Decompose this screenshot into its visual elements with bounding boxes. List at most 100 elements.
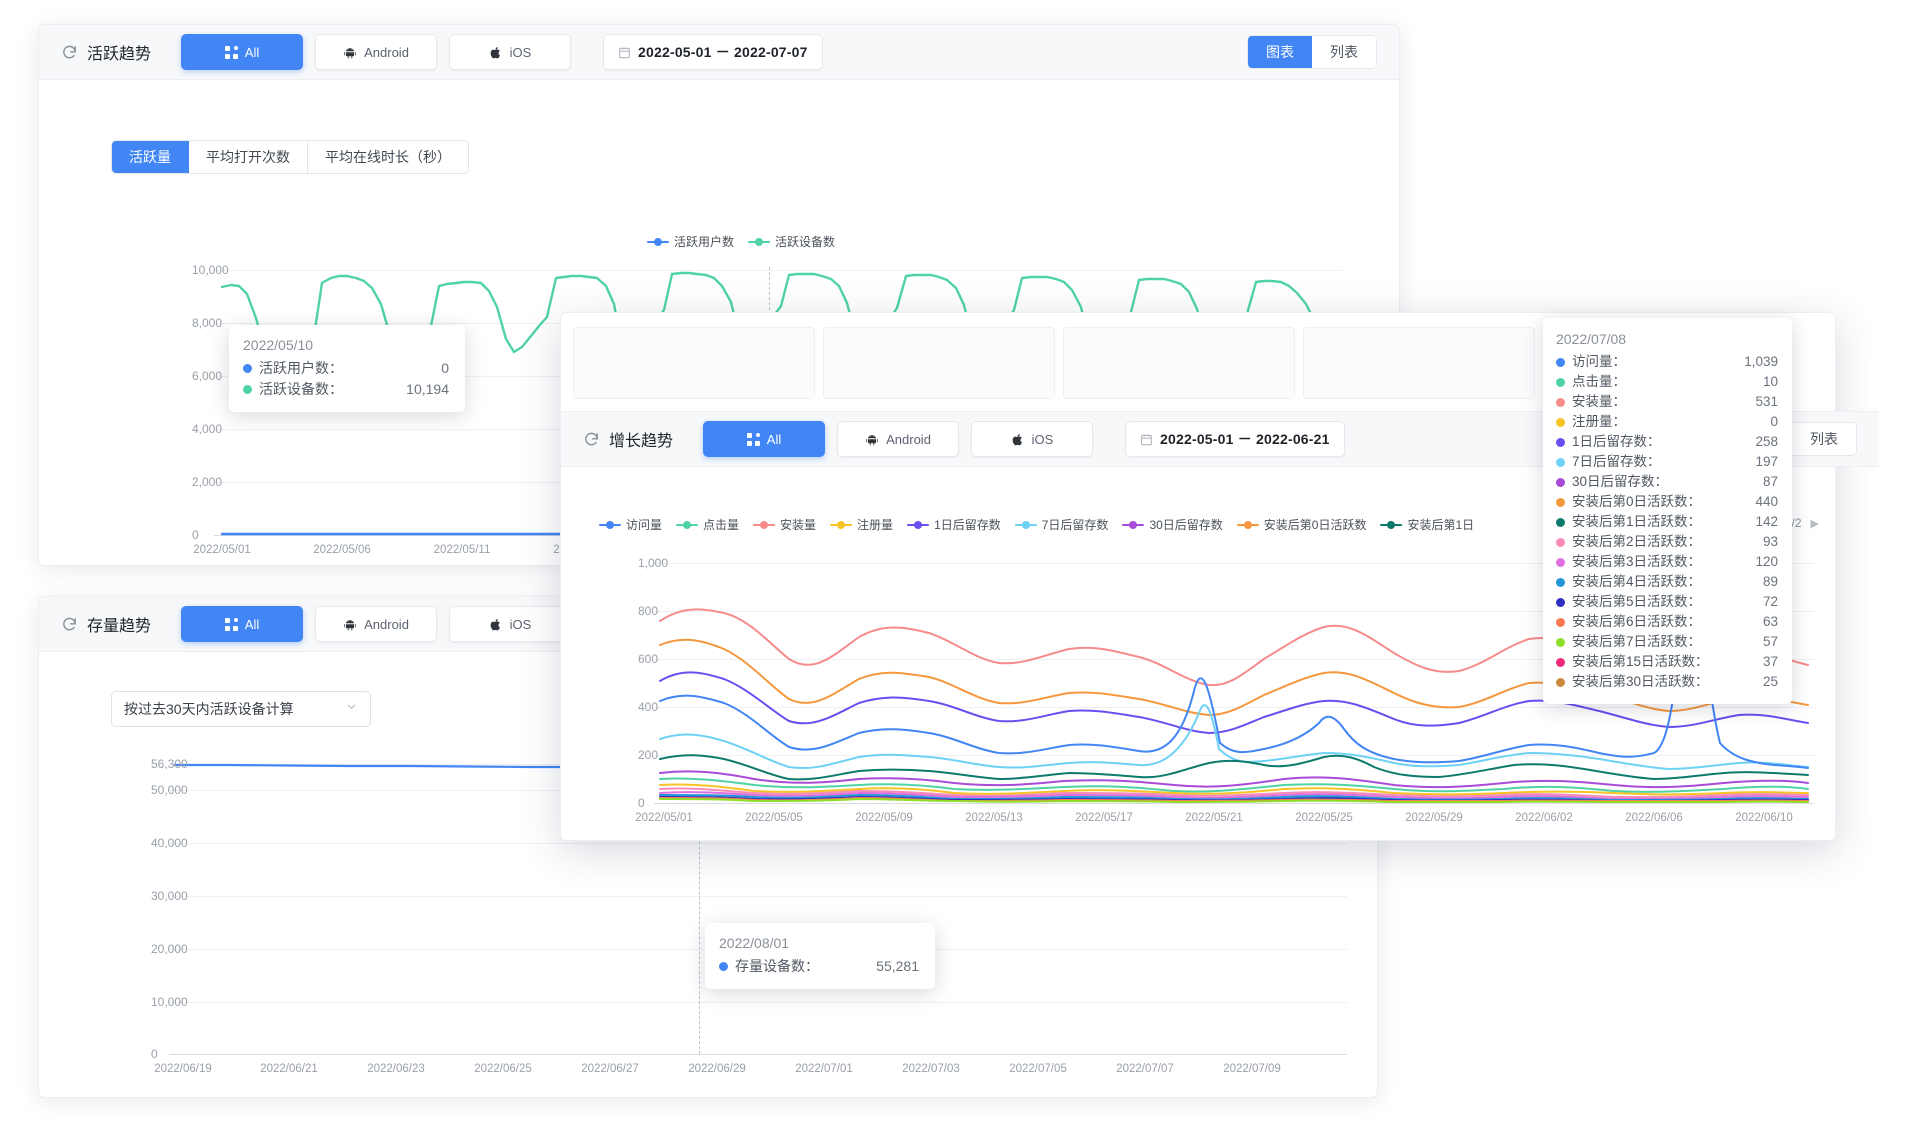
gridline <box>214 270 1342 271</box>
legend-marker-icon <box>1236 520 1259 530</box>
growth-trend-date-text: 2022-05-01 － 2022-06-21 <box>1160 431 1330 447</box>
legend-label: 安装后第1日 <box>1407 518 1475 532</box>
platform-ios-button[interactable]: iOS <box>449 606 572 642</box>
series-swatch-icon <box>1556 417 1565 427</box>
growth-trend-platform-group: All Android iOS <box>703 421 1094 457</box>
tooltip-row: 30日后留存数： 87 <box>1556 472 1778 492</box>
tooltip-date: 2022/08/01 <box>719 935 790 951</box>
calc-mode-select[interactable]: 按过去30天内活跃设备计算 <box>111 691 371 727</box>
stock-trend-title-group: 存量趋势 <box>61 612 151 636</box>
grid-icon <box>224 617 238 631</box>
platform-android-button[interactable]: Android <box>315 34 438 70</box>
x-tick-label: 2022/06/25 <box>474 1063 532 1075</box>
legend-marker-icon <box>647 237 669 247</box>
x-axis-line <box>654 803 1814 804</box>
tooltip-row-name: 安装后第7日活跃数： <box>1572 634 1702 649</box>
refresh-icon[interactable] <box>61 616 78 633</box>
tooltip-row-value: 0 <box>1770 414 1778 429</box>
refresh-icon[interactable] <box>61 44 78 61</box>
platform-all-label: All <box>244 616 260 632</box>
growth-trend-series-svg <box>659 599 1809 803</box>
tooltip-row-value: 63 <box>1762 614 1778 629</box>
active-trend-legend: 活跃用户数 活跃设备数 <box>647 233 835 250</box>
view-chart-button[interactable]: 图表 <box>1248 36 1312 68</box>
platform-android-label: Android <box>886 431 931 447</box>
legend-label: 活跃设备数 <box>775 235 836 249</box>
legend-item-retention-d1[interactable]: 1日后留存数 <box>907 516 1001 533</box>
tooltip-row-name: 安装后第2日活跃数： <box>1572 534 1702 549</box>
legend-item-retention-d30[interactable]: 30日后留存数 <box>1122 516 1223 533</box>
series-registrations-line <box>659 783 1809 796</box>
tab-active-volume[interactable]: 活跃量 <box>112 141 189 173</box>
platform-ios-button[interactable]: iOS <box>449 34 572 70</box>
x-tick-label: 2022/06/21 <box>260 1063 318 1075</box>
x-tick-label: 2022/05/29 <box>1405 812 1463 824</box>
legend-item-registrations[interactable]: 注册量 <box>830 516 893 533</box>
gridline <box>654 611 1814 612</box>
legend-item-active-devices[interactable]: 活跃设备数 <box>748 233 835 250</box>
series-swatch-icon <box>1556 557 1565 567</box>
x-tick-label: 2022/07/03 <box>902 1063 960 1075</box>
legend-item-active-d0[interactable]: 安装后第0日活跃数 <box>1236 516 1366 533</box>
legend-item-visits[interactable]: 访问量 <box>599 516 662 533</box>
series-retention-d1-line <box>659 671 1809 734</box>
calendar-icon <box>618 46 631 59</box>
legend-marker-icon <box>1014 520 1037 530</box>
view-list-button[interactable]: 列表 <box>1792 423 1856 455</box>
series-swatch-icon <box>1556 617 1565 627</box>
chevron-right-icon[interactable]: ▶ <box>1810 517 1819 530</box>
series-swatch-icon <box>1556 677 1565 687</box>
active-trend-date-range[interactable]: 2022-05-01 － 2022-07-07 <box>603 34 823 70</box>
tooltip-row-name: 安装后第4日活跃数： <box>1572 574 1702 589</box>
tooltip-row-name: 安装后第0日活跃数： <box>1572 494 1702 509</box>
platform-all-label: All <box>244 44 260 60</box>
tooltip-row-name: 注册量： <box>1572 414 1626 429</box>
tab-avg-open-count[interactable]: 平均打开次数 <box>189 141 308 173</box>
x-tick-label: 2022/06/10 <box>1735 812 1793 824</box>
legend-marker-icon <box>599 520 621 530</box>
tooltip-row-value: 0 <box>441 360 449 376</box>
legend-item-clicks[interactable]: 点击量 <box>676 516 739 533</box>
tab-avg-online-duration[interactable]: 平均在线时长（秒） <box>308 141 468 173</box>
x-axis-line <box>169 1054 1347 1055</box>
active-trend-title-group: 活跃趋势 <box>61 40 151 64</box>
gridline <box>169 843 1347 844</box>
tooltip-row-value: 440 <box>1755 494 1778 509</box>
legend-item-retention-d7[interactable]: 7日后留存数 <box>1014 516 1108 533</box>
x-tick-label: 2022/06/06 <box>1625 812 1683 824</box>
tooltip-row-name: 安装后第5日活跃数： <box>1572 594 1702 609</box>
platform-android-button[interactable]: Android <box>837 421 960 457</box>
tooltip-row: 安装后第6日活跃数： 63 <box>1556 612 1778 632</box>
legend-label: 访问量 <box>626 518 663 532</box>
platform-ios-button[interactable]: iOS <box>971 421 1094 457</box>
platform-android-label: Android <box>364 44 409 60</box>
active-trend-tooltip: 2022/05/10 活跃用户数： 0 活跃设备数： 10,194 <box>229 325 465 412</box>
tooltip-row-name: 访问量： <box>1572 354 1626 369</box>
tooltip-row-name: 活跃用户数： <box>259 360 343 376</box>
tooltip-row: 存量设备数： 55,281 <box>719 956 919 977</box>
platform-all-label: All <box>766 431 782 447</box>
x-tick-label: 2022/07/05 <box>1009 1063 1067 1075</box>
platform-all-button[interactable]: All <box>703 421 826 457</box>
stock-trend-platform-group: All Android iOS <box>181 606 572 642</box>
tooltip-row: 访问量： 1,039 <box>1556 352 1778 372</box>
tooltip-row-name: 安装量： <box>1572 394 1626 409</box>
platform-all-button[interactable]: All <box>181 34 304 70</box>
legend-item-active-d1[interactable]: 安装后第1日 <box>1380 516 1474 533</box>
apple-icon <box>489 45 503 60</box>
tooltip-row-value: 93 <box>1762 534 1778 549</box>
growth-trend-date-range[interactable]: 2022-05-01 － 2022-06-21 <box>1125 421 1345 457</box>
view-list-button[interactable]: 列表 <box>1312 36 1376 68</box>
series-swatch-icon <box>1556 597 1565 607</box>
platform-android-button[interactable]: Android <box>315 606 438 642</box>
platform-all-button[interactable]: All <box>181 606 304 642</box>
refresh-icon[interactable] <box>583 431 600 448</box>
legend-item-installs[interactable]: 安装量 <box>753 516 816 533</box>
tooltip-row-value: 10 <box>1762 374 1778 389</box>
series-swatch-icon <box>243 385 252 394</box>
tooltip-row: 安装后第15日活跃数： 37 <box>1556 652 1778 672</box>
tooltip-row: 安装后第3日活跃数： 120 <box>1556 552 1778 572</box>
kpi-placeholder <box>573 327 815 399</box>
legend-item-active-users[interactable]: 活跃用户数 <box>647 233 734 250</box>
